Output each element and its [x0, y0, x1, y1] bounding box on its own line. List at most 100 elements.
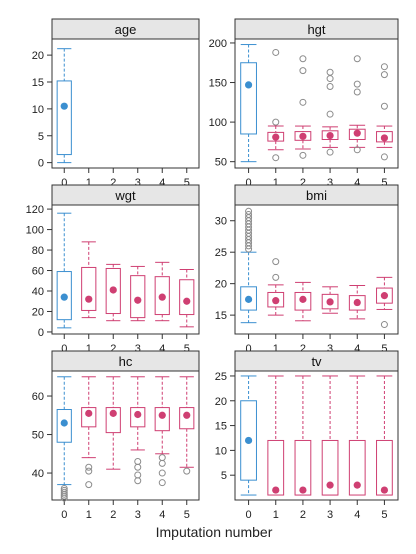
outlier-point [85, 467, 93, 475]
outlier-point [380, 153, 388, 161]
outlier-point [158, 454, 166, 462]
x-tick-label: 5 [184, 509, 190, 521]
outlier-point [134, 471, 142, 479]
outlier-point [158, 469, 166, 477]
y-tick-label: 40 [32, 468, 44, 480]
box-hgt-4 [348, 124, 366, 148]
y-tick-label: 100 [26, 225, 44, 237]
y-tick-label: 100 [209, 117, 227, 129]
box-wgt-2 [105, 263, 121, 322]
panel-hc: hc 40 50 60 0 1 2 3 4 5 [32, 350, 200, 521]
outlier-point [60, 494, 68, 502]
median-dot [85, 409, 93, 417]
y-tick-label: 200 [209, 38, 227, 50]
median-dot [183, 411, 191, 419]
outlier-point [272, 258, 280, 266]
x-tick-label: 4 [354, 343, 360, 355]
y-tick-label: 40 [32, 286, 44, 298]
box-bmi-5 [376, 276, 393, 310]
median-dot [353, 298, 361, 307]
median-dot [244, 295, 253, 303]
outlier-point [299, 67, 307, 75]
median-dot [272, 133, 280, 141]
box-body [56, 80, 72, 156]
panel-wgt: wgt 0 20 40 60 80 100 120 0 1 2 3 4 5 [26, 184, 200, 355]
median-dot [60, 419, 68, 427]
box-wgt-0 [56, 212, 72, 329]
panel-hgt: hgt 50 100 150 200 0 1 2 3 4 5 [209, 18, 399, 189]
median-dot [299, 295, 307, 303]
outlier-point [60, 490, 68, 498]
box-wgt-4 [154, 261, 170, 322]
panel-title: hgt [307, 22, 325, 37]
box-body [179, 279, 195, 316]
y-tick-label: 10 [32, 104, 44, 116]
box-tv-1 [267, 375, 285, 496]
y-tick-label: 150 [209, 78, 227, 90]
median-dot [380, 486, 389, 494]
x-tick-label: 5 [381, 177, 387, 189]
outlier-point [326, 82, 334, 90]
panel-title: wgt [114, 188, 136, 203]
y-tick-label: 15 [215, 421, 227, 433]
y-tick-label: 120 [26, 204, 44, 216]
outlier-point [134, 463, 142, 471]
outlier-point [272, 273, 280, 281]
median-dot [134, 410, 142, 419]
box-wgt-3 [130, 265, 146, 322]
box-wgt-1 [81, 241, 97, 319]
box-hc-4 [154, 376, 170, 455]
y-tick-label: 20 [32, 50, 44, 62]
outlier-point [326, 110, 334, 118]
median-dot [158, 411, 166, 419]
outlier-point [380, 102, 388, 110]
box-hgt-0 [240, 44, 257, 163]
box-tv-2 [294, 375, 312, 496]
outlier-point [326, 68, 334, 76]
x-tick-label: 4 [354, 177, 360, 189]
box-hgt-1 [267, 125, 285, 151]
outlier-point [272, 48, 280, 56]
x-tick-label: 2 [110, 509, 116, 521]
outlier-point [85, 481, 93, 489]
box-body [154, 407, 170, 432]
outlier-point [380, 71, 388, 79]
box-hc-2 [105, 376, 121, 470]
median-dot [380, 292, 389, 300]
y-tick-label: 25 [215, 371, 227, 383]
y-tick-label: 0 [38, 327, 44, 339]
x-tick-label: 1 [86, 177, 92, 189]
outlier-point [380, 321, 388, 329]
panel-bmi: bmi 15 20 25 30 0 1 2 3 4 5 [215, 184, 399, 355]
outlier-point [353, 88, 361, 96]
x-tick-label: 2 [110, 177, 116, 189]
outlier-point [245, 210, 253, 218]
panel-title: hc [119, 354, 133, 369]
box-hc-3 [130, 376, 146, 451]
outlier-point [272, 154, 280, 162]
box-age-0 [56, 48, 72, 164]
median-dot [380, 134, 389, 142]
x-tick-label: 4 [159, 343, 165, 355]
outlier-point [326, 75, 334, 83]
x-tick-label: 0 [61, 509, 67, 521]
box-body [376, 439, 393, 496]
x-tick-label: 3 [135, 509, 141, 521]
box-hgt-5 [376, 125, 393, 148]
panel-tv: tv 5 10 15 20 25 0 1 2 3 4 5 [215, 350, 399, 521]
y-tick-label: 10 [215, 445, 227, 457]
y-tick-label: 60 [32, 266, 44, 278]
x-tick-label: 2 [110, 343, 116, 355]
panel-title: bmi [306, 188, 327, 203]
median-dot [85, 295, 93, 303]
box-hc-1 [81, 376, 97, 459]
x-tick-label: 1 [86, 509, 92, 521]
y-tick-label: 20 [215, 396, 227, 408]
y-tick-label: 60 [32, 391, 44, 403]
x-tick-label: 5 [184, 177, 190, 189]
median-dot [299, 486, 307, 494]
y-tick-label: 20 [32, 306, 44, 318]
box-body [294, 439, 312, 496]
